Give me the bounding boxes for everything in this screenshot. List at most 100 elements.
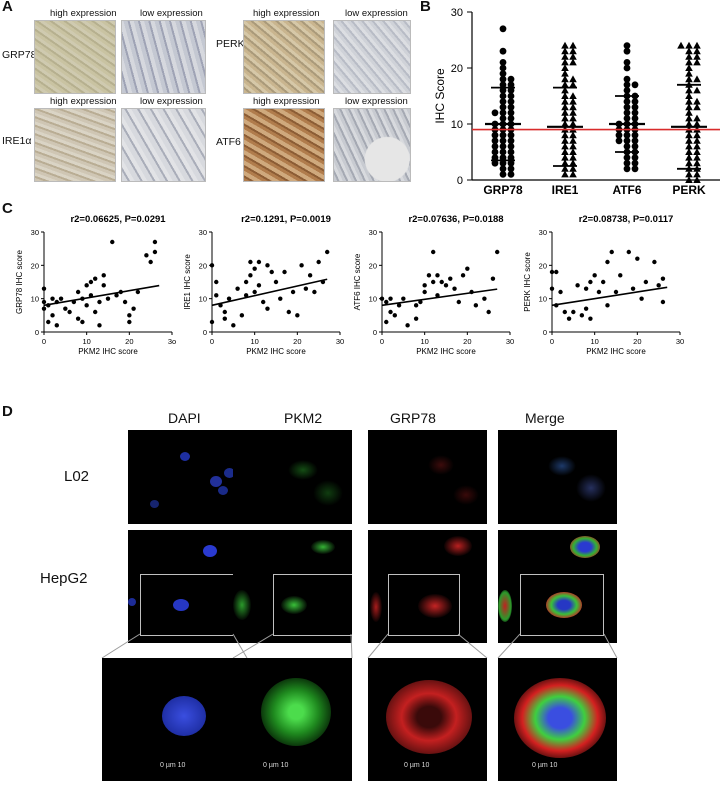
b-point bbox=[507, 137, 515, 145]
b-point bbox=[693, 170, 701, 178]
b-point bbox=[693, 148, 701, 155]
micrograph-hepg2-merge bbox=[498, 530, 617, 643]
b-point bbox=[685, 176, 693, 183]
b-point bbox=[499, 171, 507, 178]
c-x-tick-label: 0 bbox=[380, 337, 384, 346]
b-point bbox=[631, 165, 639, 173]
c-y-tick-label: 10 bbox=[539, 295, 547, 304]
c-point bbox=[396, 303, 402, 308]
b-y-tick-label: 10 bbox=[451, 119, 463, 131]
panel-a-high-label: high expression bbox=[50, 96, 117, 107]
b-point bbox=[507, 75, 515, 83]
c-fit-line bbox=[381, 288, 498, 307]
micrograph-hepg2-pkm2 bbox=[233, 530, 352, 643]
c-point bbox=[613, 289, 619, 295]
c-point bbox=[54, 323, 59, 328]
b-point bbox=[685, 41, 693, 49]
c-point bbox=[105, 296, 111, 301]
c-point bbox=[248, 259, 253, 265]
c-point bbox=[209, 319, 215, 325]
panel-d-row-hepg2: HepG2 bbox=[40, 570, 88, 587]
b-point bbox=[569, 142, 577, 150]
c-point bbox=[41, 299, 47, 305]
c-point bbox=[630, 286, 636, 291]
micrograph-zoom-grp78: 0 µm 10 bbox=[368, 658, 487, 781]
c-point bbox=[290, 289, 296, 295]
c-point bbox=[583, 306, 589, 311]
b-point bbox=[491, 148, 499, 156]
c-x-tick-label: 0 bbox=[42, 337, 46, 346]
c-point bbox=[209, 263, 215, 268]
c-point bbox=[110, 239, 115, 245]
b-point bbox=[491, 154, 499, 162]
c-y-tick-label: 10 bbox=[199, 295, 207, 304]
b-point bbox=[507, 109, 515, 117]
c-x-tick-label: 10 bbox=[250, 337, 258, 346]
b-point bbox=[685, 64, 693, 71]
c-point bbox=[256, 283, 262, 288]
b-point bbox=[693, 53, 701, 60]
c-x-axis-label: PKM2 IHC score bbox=[416, 347, 476, 356]
c-point bbox=[114, 293, 119, 298]
micrograph-l02-grp78 bbox=[368, 430, 487, 524]
b-point bbox=[693, 58, 701, 66]
scale-bar-dapi: 0 µm 10 bbox=[160, 762, 186, 769]
b-point bbox=[507, 87, 515, 94]
c-y-tick-label: 0 bbox=[373, 328, 377, 337]
c-point bbox=[75, 289, 81, 295]
b-point bbox=[569, 165, 577, 172]
c-point bbox=[214, 279, 219, 285]
micrograph-l02-dapi bbox=[128, 430, 247, 524]
c-point bbox=[422, 283, 427, 288]
b-point bbox=[569, 103, 577, 111]
b-point bbox=[507, 98, 515, 105]
c-point bbox=[660, 299, 666, 305]
b-point bbox=[693, 176, 701, 183]
b-point bbox=[491, 109, 499, 117]
c-x-tick-label: 10 bbox=[420, 337, 428, 346]
panel-a-high-label: high expression bbox=[50, 8, 117, 19]
b-point bbox=[623, 64, 631, 72]
b-point bbox=[507, 131, 515, 139]
c-point bbox=[312, 289, 317, 295]
c-point bbox=[413, 316, 419, 321]
b-point bbox=[569, 131, 577, 139]
panel-b-letter: B bbox=[420, 0, 431, 15]
c-point bbox=[235, 286, 240, 291]
c-point bbox=[575, 283, 580, 288]
b-point bbox=[693, 97, 701, 105]
c-point bbox=[465, 266, 470, 271]
c-y-tick-label: 20 bbox=[369, 261, 377, 270]
b-point bbox=[569, 153, 577, 161]
b-point bbox=[693, 159, 701, 167]
c-point bbox=[269, 269, 274, 275]
c-point bbox=[222, 316, 227, 321]
c-point bbox=[473, 303, 479, 308]
panel-a-high-label: high expression bbox=[253, 96, 320, 107]
b-point bbox=[507, 103, 515, 111]
b-point bbox=[507, 81, 515, 89]
b-point bbox=[685, 58, 693, 66]
c-point bbox=[596, 289, 602, 295]
c-point bbox=[452, 286, 457, 291]
panel-a-row-atf6: ATF6 bbox=[216, 136, 241, 148]
b-point bbox=[499, 25, 507, 33]
c-point bbox=[554, 269, 559, 275]
b-point bbox=[569, 159, 577, 167]
b-point bbox=[623, 165, 631, 173]
c-point bbox=[388, 309, 393, 315]
c-point bbox=[388, 296, 393, 301]
b-category-label: ATF6 bbox=[612, 183, 641, 195]
b-point bbox=[685, 69, 693, 77]
c-point bbox=[80, 319, 85, 325]
b-point bbox=[623, 75, 631, 83]
b-point bbox=[631, 115, 639, 122]
c-point bbox=[316, 259, 321, 265]
c-point bbox=[265, 306, 270, 311]
c-point bbox=[384, 319, 389, 325]
c-y-tick-label: 10 bbox=[369, 295, 377, 304]
c-x-tick-label: 20 bbox=[463, 337, 471, 346]
b-point bbox=[569, 97, 577, 105]
c-point bbox=[135, 289, 141, 295]
panel-a-low-label: low expression bbox=[345, 96, 408, 107]
